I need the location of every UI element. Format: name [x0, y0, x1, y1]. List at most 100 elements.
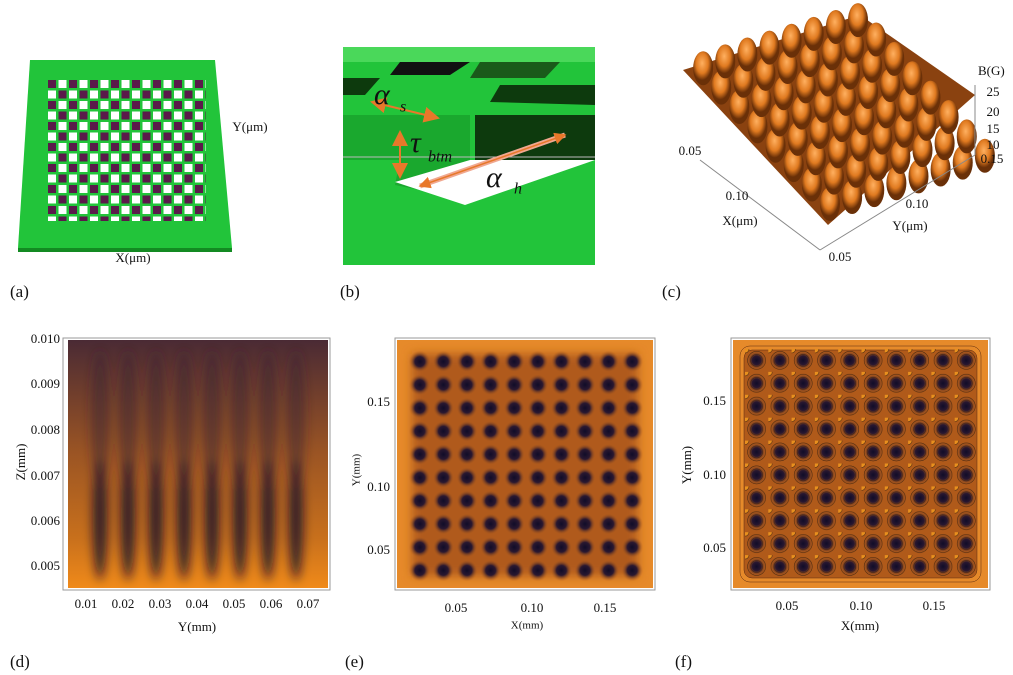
stripe: [203, 350, 221, 490]
panel-label: (f): [675, 652, 692, 671]
surface-bump: [880, 68, 901, 103]
y-label: Y(μm): [892, 218, 927, 233]
panel-b: α s τ btm α h (b): [340, 47, 595, 301]
surface-bump: [711, 70, 732, 105]
symbol: τ: [410, 126, 422, 159]
surface-bump: [866, 22, 887, 57]
stripe: [177, 460, 191, 580]
stripe: [287, 350, 305, 490]
x-tick-label: 0.10: [521, 600, 544, 615]
surface-bump: [894, 113, 915, 148]
surface-bump: [747, 109, 768, 144]
y-label: Y(mm): [679, 446, 694, 484]
substrate-edge: [18, 248, 232, 252]
surface-bump: [876, 94, 897, 129]
hole: [390, 62, 470, 75]
y-tick-label: 0.15: [981, 151, 1004, 166]
surface-bump: [825, 10, 846, 44]
surface-bump: [872, 120, 893, 155]
surface-bump: [769, 102, 790, 137]
stripe: [119, 350, 137, 490]
hole: [490, 85, 595, 105]
surface-bump: [817, 62, 838, 97]
surface-bump: [809, 115, 830, 149]
surface-bump: [821, 36, 842, 71]
stripe: [205, 460, 219, 580]
arrow: [370, 97, 440, 123]
y-tick-label: 0.05: [367, 542, 390, 557]
surface-bump: [795, 69, 816, 104]
surface-bump: [846, 153, 867, 188]
surface-bump: [844, 29, 864, 64]
symbol: α: [374, 78, 391, 111]
x-tick-label: 0.05: [445, 600, 468, 615]
surface-bump: [842, 180, 863, 214]
stripe: [93, 460, 107, 580]
surface-bump: [777, 50, 798, 84]
surface-bump: [729, 90, 750, 124]
surface-bump: [974, 138, 995, 173]
surface-bump: [854, 101, 875, 136]
checkerboard: [48, 80, 206, 221]
stripe: [149, 460, 163, 580]
hole: [343, 78, 380, 95]
y-tick-label: 0.008: [31, 422, 60, 437]
surface-bump: [916, 106, 937, 141]
stripe: [231, 350, 249, 490]
x-tick-label: 0.15: [923, 598, 946, 613]
panel-f: 0.15 0.10 0.05 0.05 0.10 0.15 X(mm) Y(mm…: [675, 337, 991, 671]
surface-bump: [850, 127, 871, 162]
x-label: X(mm): [841, 618, 879, 633]
dot-array: [745, 349, 978, 578]
x-label: X(μm): [115, 250, 150, 265]
surface-bump: [884, 41, 905, 76]
y-tick-label: 0.15: [367, 394, 390, 409]
subscript: btm: [428, 149, 452, 166]
x-tick-label: 0.05: [679, 143, 702, 158]
surface: [683, 3, 995, 225]
z-tick-label: 20: [987, 104, 1000, 119]
y-tick-label: 0.009: [31, 376, 60, 391]
x-label: X(mm): [511, 620, 544, 632]
y-label: Z(mm): [13, 444, 28, 481]
stripe: [91, 350, 109, 490]
stripe: [261, 460, 275, 580]
x-label: Y(mm): [178, 619, 216, 634]
surface-bump: [908, 159, 929, 194]
surface-bump: [862, 48, 883, 83]
stripe: [289, 460, 303, 580]
symbol: α: [486, 161, 503, 194]
x-tick-label: 0.15: [594, 600, 617, 615]
y-tick-label: 0.007: [31, 468, 61, 483]
surface-bump: [902, 61, 923, 96]
surface-bump: [787, 121, 808, 156]
surface-bump: [912, 133, 933, 168]
surface-bump: [820, 186, 840, 221]
z-tick-label: 10: [987, 137, 1000, 152]
surface-bump: [836, 81, 856, 116]
panel-a: Y(μm) X(μm) (a): [10, 60, 268, 301]
x-tick-label: 0.10: [726, 188, 749, 203]
y-tick-label: 0.10: [906, 196, 929, 211]
y-tick-label: 0.10: [703, 467, 726, 482]
y-tick-label: 0.10: [367, 479, 390, 494]
y-tick-label: 0.05: [829, 249, 852, 264]
z-tick-label: 25: [987, 84, 1000, 99]
panel-label: (d): [10, 652, 30, 671]
surface-bump: [765, 128, 786, 163]
panel-label: (e): [345, 652, 364, 671]
x-tick-label: 0.05: [223, 596, 246, 611]
stripe: [259, 350, 277, 490]
surface-bump: [813, 88, 834, 123]
surface-bump: [930, 152, 951, 187]
x-tick-label: 0.05: [776, 598, 799, 613]
surface-bump: [715, 44, 736, 79]
surface-bump: [805, 141, 826, 176]
panel-label: (a): [10, 282, 29, 301]
stripe: [147, 350, 165, 490]
y-label: Y(mm): [351, 453, 363, 486]
surface-bump: [828, 134, 848, 169]
surface-bump: [733, 63, 754, 98]
panel-e: 0.15 0.10 0.05 0.05 0.10 0.15 X(mm) Y(mm…: [345, 337, 656, 671]
surface-bump: [890, 140, 911, 174]
